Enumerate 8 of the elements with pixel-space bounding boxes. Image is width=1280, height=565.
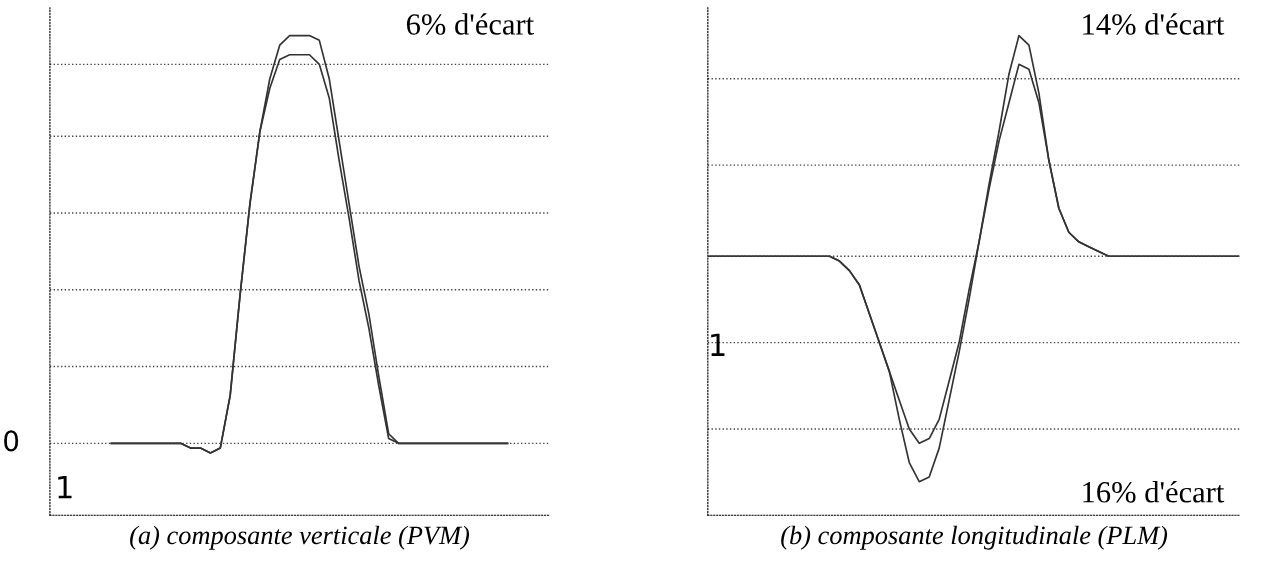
text: 6% d'écart xyxy=(406,13,534,35)
text: 14% d'écart xyxy=(1083,13,1225,35)
annotation: 16% d'écart xyxy=(1083,481,1225,503)
x-axis-title: (b) composante longitudinale (PLM) xyxy=(781,525,1168,550)
annotation: 1 xyxy=(711,333,725,356)
x-axis-title: (a) composante verticale (PVM) xyxy=(130,525,470,550)
annotation: 1 xyxy=(58,476,72,499)
ref-line-label: 0 xyxy=(4,430,19,452)
